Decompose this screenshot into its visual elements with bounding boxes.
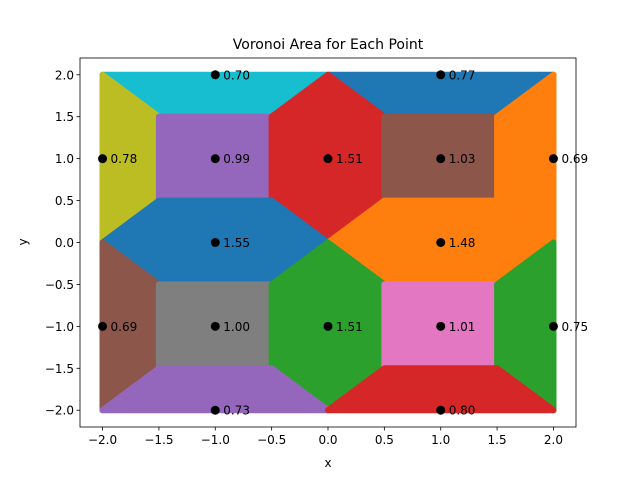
data-point: [98, 321, 108, 331]
x-axis-ticks: −2.0 −1.5 −1.0 −0.5 0.0 0.5 1.0 1.5 2.0: [88, 427, 563, 447]
point-label: 1.51: [336, 152, 363, 166]
x-tick-label: 1.0: [431, 433, 450, 447]
y-tick-label: 1.5: [55, 110, 74, 124]
point-label: 0.80: [449, 404, 476, 418]
point-label: 1.51: [336, 320, 363, 334]
voronoi-region-14: [99, 365, 331, 414]
point-labels: 0.70 0.77 0.78 0.99 1.51 1.03 0.69 1.55 1.48 0.69…: [111, 68, 589, 417]
point-label: 0.77: [449, 68, 476, 82]
point-label: 1.01: [449, 320, 476, 334]
x-tick-label: 0.0: [318, 433, 337, 447]
y-tick-label: −1.5: [45, 362, 74, 376]
y-tick-label: −2.0: [45, 404, 74, 418]
data-point: [323, 321, 333, 331]
y-tick-label: 0.5: [55, 194, 74, 208]
data-point: [210, 70, 220, 80]
data-point: [548, 154, 558, 164]
x-axis-label: x: [324, 456, 331, 470]
data-points: [98, 70, 558, 415]
x-tick-label: 2.0: [544, 433, 563, 447]
x-tick-label: −0.5: [257, 433, 286, 447]
x-tick-label: −1.0: [201, 433, 230, 447]
y-tick-label: 0.0: [55, 236, 74, 250]
y-tick-label: −1.0: [45, 320, 74, 334]
data-point: [436, 70, 446, 80]
data-point: [210, 154, 220, 164]
data-point: [210, 405, 220, 415]
y-tick-label: −0.5: [45, 278, 74, 292]
point-label: 0.73: [223, 404, 250, 418]
point-label: 0.70: [223, 68, 250, 82]
data-point: [436, 154, 446, 164]
y-axis-label: y: [16, 238, 30, 245]
data-point: [436, 405, 446, 415]
x-tick-label: −2.0: [88, 433, 117, 447]
point-label: 0.99: [223, 152, 250, 166]
point-label: 1.03: [449, 152, 476, 166]
point-label: 0.78: [111, 152, 138, 166]
y-axis-ticks: −2.0 −1.5 −1.0 −0.5 0.0 0.5 1.0 1.5 2.0: [45, 68, 80, 418]
y-tick-label: 1.0: [55, 152, 74, 166]
point-label: 0.69: [561, 152, 588, 166]
x-tick-label: −1.5: [144, 433, 173, 447]
data-point: [436, 238, 446, 247]
chart-title: Voronoi Area for Each Point: [233, 37, 424, 53]
point-label: 1.48: [449, 236, 476, 250]
data-point: [436, 321, 446, 331]
point-label: 1.55: [223, 236, 250, 250]
data-point: [210, 238, 220, 247]
voronoi-regions: [99, 71, 557, 414]
point-label: 1.00: [223, 320, 250, 334]
data-point: [98, 154, 108, 164]
x-tick-label: 0.5: [375, 433, 394, 447]
voronoi-region-15: [325, 365, 557, 414]
data-point: [210, 321, 220, 331]
y-tick-label: 2.0: [55, 68, 74, 82]
point-label: 0.75: [561, 320, 588, 334]
data-point: [323, 154, 333, 164]
data-point: [548, 321, 558, 331]
x-tick-label: 1.5: [488, 433, 507, 447]
point-label: 0.69: [111, 320, 138, 334]
